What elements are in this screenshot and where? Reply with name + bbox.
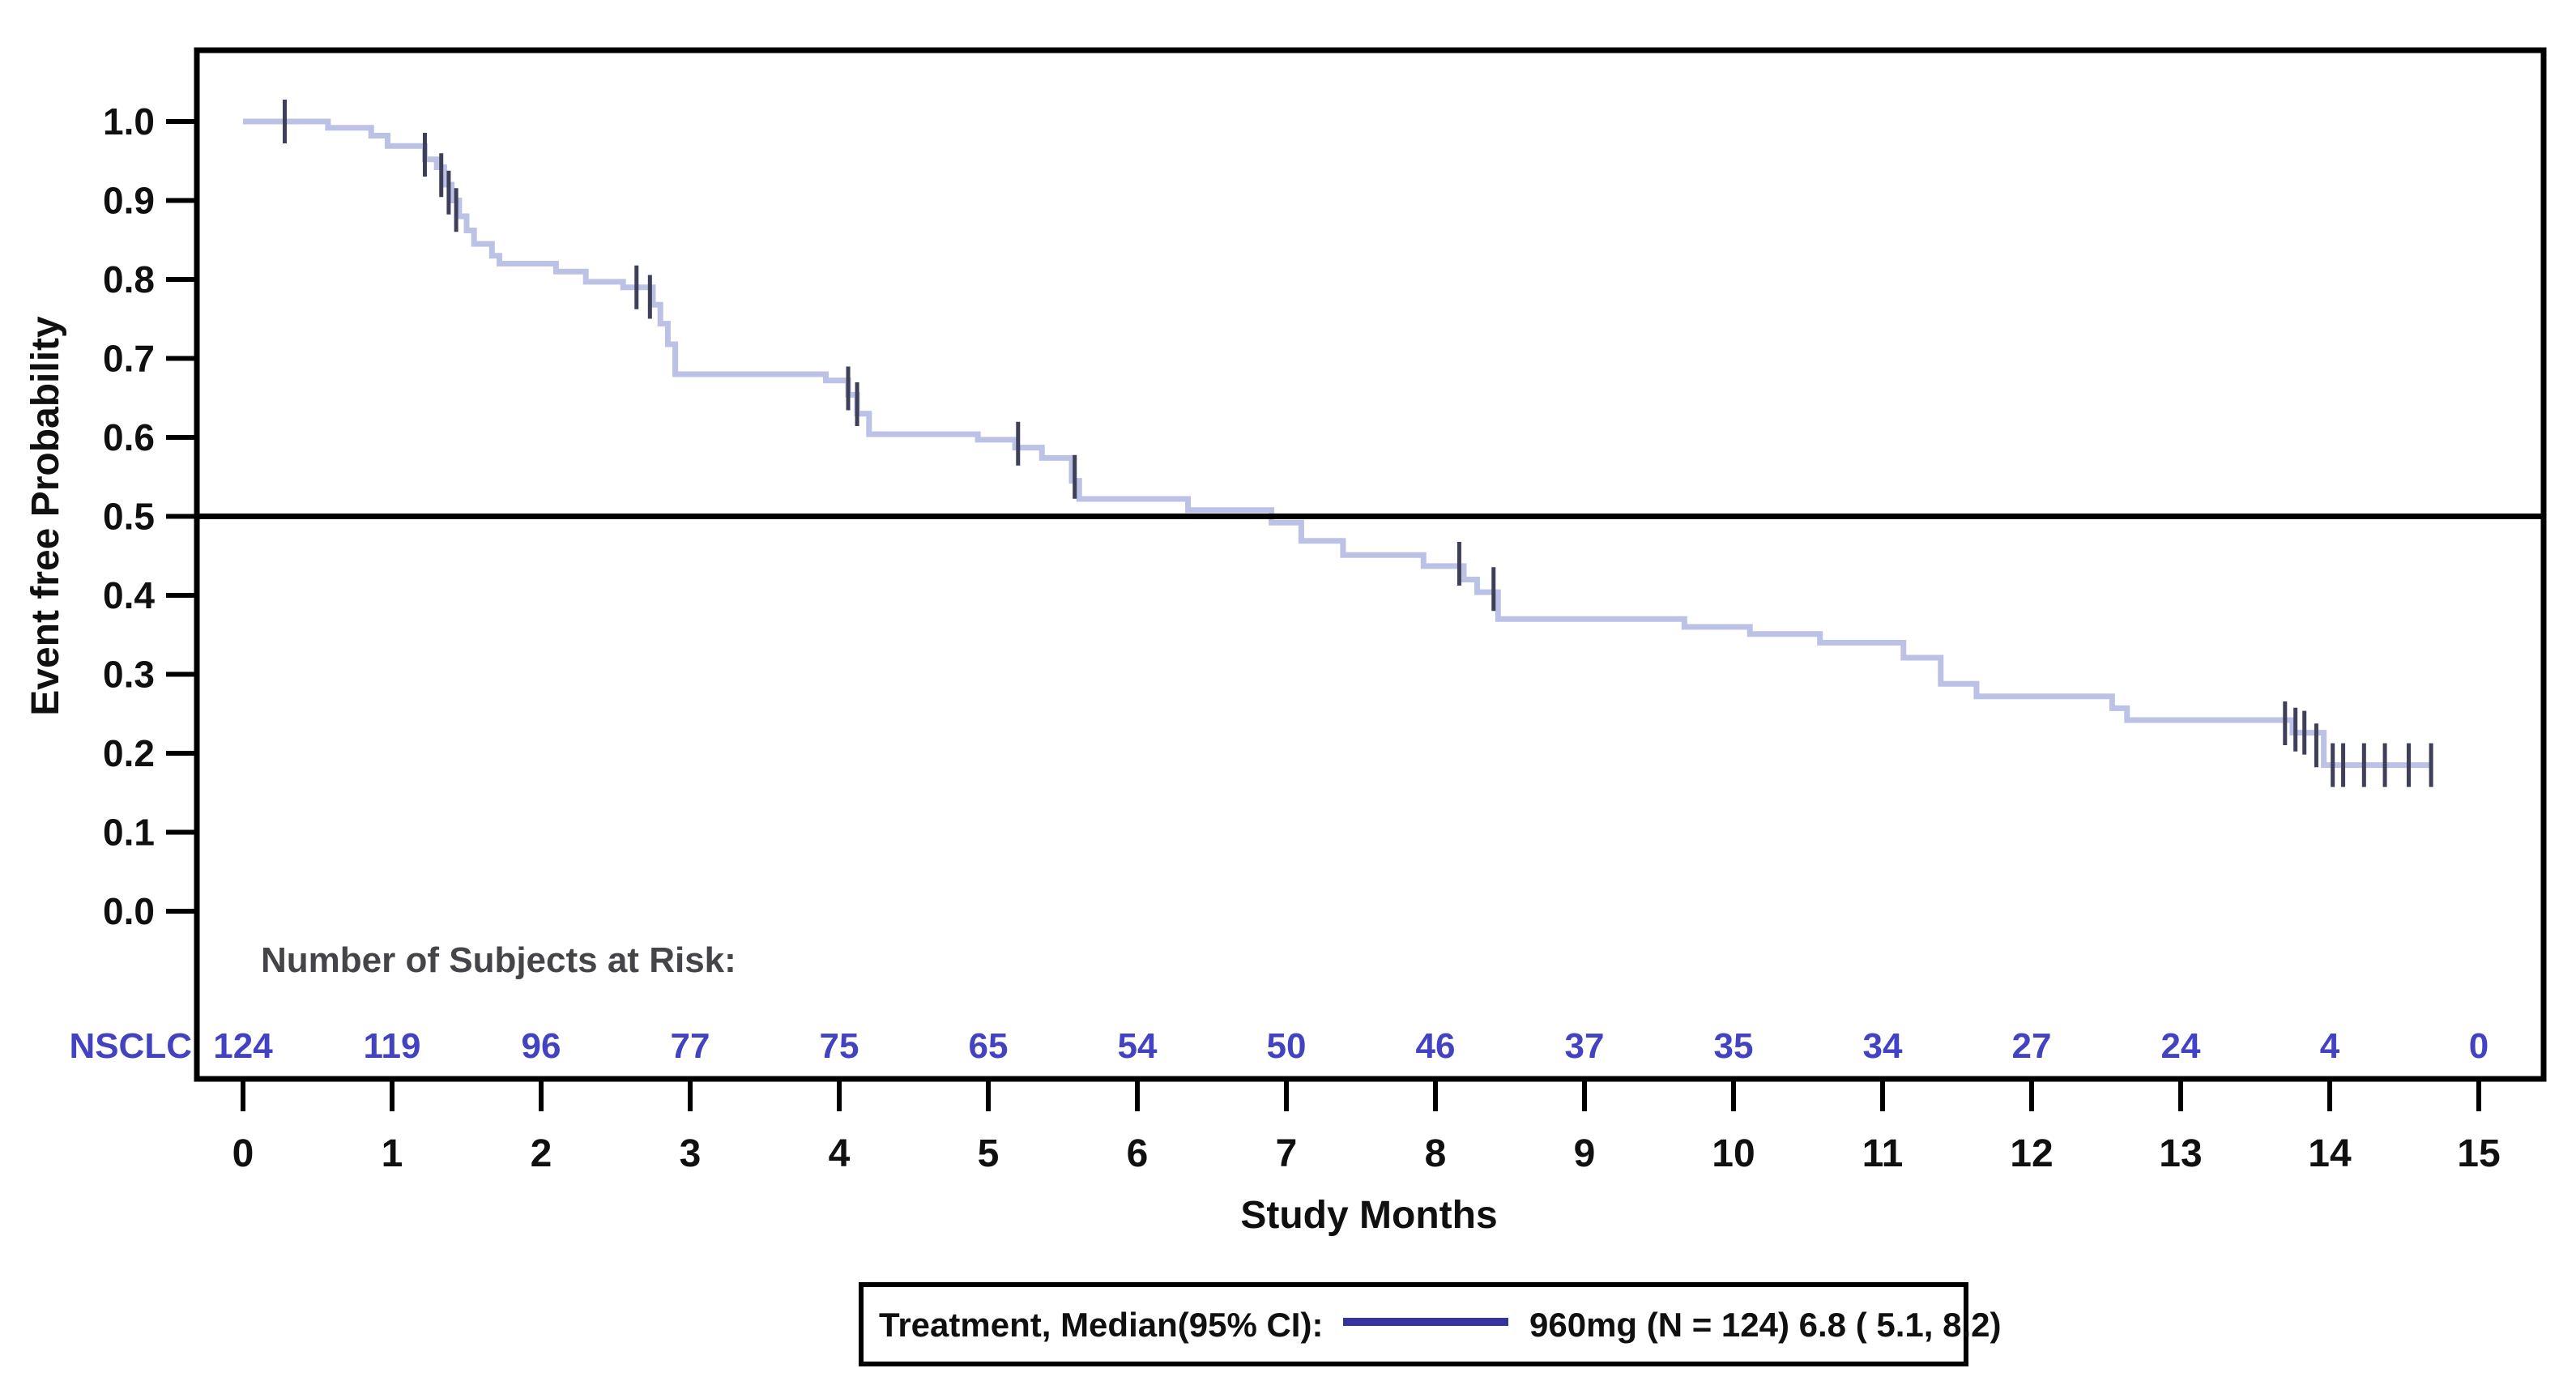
y-axis-tick-label: 1.0 — [103, 100, 155, 143]
y-axis-tick-label: 0.7 — [103, 338, 155, 380]
at-risk-group-label: NSCLC — [69, 1026, 192, 1066]
y-axis-tick-label: 0.2 — [103, 732, 155, 774]
y-axis-tick-label: 0.8 — [103, 258, 155, 300]
at-risk-value: 4 — [2320, 1026, 2340, 1066]
y-axis-tick-label: 0.0 — [103, 890, 155, 932]
x-axis-tick-label: 13 — [2159, 1132, 2202, 1175]
at-risk-value: 24 — [2161, 1026, 2201, 1066]
y-axis-tick-label: 0.6 — [103, 416, 155, 458]
legend: Treatment, Median(95% CI): 960mg (N = 12… — [859, 1282, 2001, 1366]
plot-frame — [194, 47, 2547, 1082]
at-risk-value: 0 — [2469, 1026, 2489, 1066]
at-risk-value: 119 — [364, 1026, 421, 1066]
y-axis-tick-label: 0.1 — [103, 812, 155, 854]
at-risk-value: 34 — [1863, 1026, 1903, 1066]
legend-entry: 960mg (N = 124) 6.8 ( 5.1, 8.2) — [1529, 1306, 2001, 1344]
censor-marks-group — [283, 100, 2433, 787]
y-axis-title: Event free Probability — [24, 316, 67, 716]
y-axis-tick-label: 0.4 — [103, 574, 155, 616]
at-risk-value: 35 — [1714, 1026, 1754, 1066]
at-risk-value: 46 — [1416, 1026, 1456, 1066]
x-axis-tick-label: 6 — [1127, 1132, 1149, 1175]
at-risk-value: 37 — [1565, 1026, 1605, 1066]
x-axis-tick-label: 9 — [1574, 1132, 1596, 1175]
at-risk-value: 65 — [969, 1026, 1009, 1066]
at-risk-note: Number of Subjects at Risk: — [261, 940, 736, 980]
km-curve-group — [243, 118, 2433, 769]
x-axis-ticks: 0 1 2 3 4 5 6 7 8 9 10 11 12 13 14 15 — [232, 1079, 2501, 1175]
x-axis-tick-label: 14 — [2308, 1132, 2352, 1175]
x-axis-tick-label: 3 — [680, 1132, 702, 1175]
y-axis-tick-label: 0.5 — [103, 496, 155, 538]
at-risk-value: 124 — [213, 1026, 273, 1066]
x-axis-tick-label: 4 — [829, 1132, 851, 1175]
legend-label: Treatment, Median(95% CI): — [879, 1306, 1323, 1344]
km-curve — [243, 118, 2433, 769]
at-risk-value: 96 — [522, 1026, 561, 1066]
y-axis-tick-label: 0.9 — [103, 180, 155, 222]
x-axis-tick-label: 1 — [382, 1132, 403, 1175]
at-risk-value: 50 — [1267, 1026, 1307, 1066]
y-axis-ticks: 1.0 0.9 0.8 0.7 0.6 0.5 0.4 0.3 0.2 0.1 0.0 — [103, 100, 197, 932]
x-axis-tick-label: 7 — [1276, 1132, 1298, 1175]
y-axis-tick-label: 0.3 — [103, 654, 155, 696]
x-axis-tick-label: 5 — [978, 1132, 1000, 1175]
x-axis-tick-label: 0 — [232, 1132, 254, 1175]
x-axis-tick-label: 2 — [531, 1132, 552, 1175]
x-axis-tick-label: 8 — [1425, 1132, 1447, 1175]
at-risk-values-group: 124 119 96 77 75 65 54 50 46 37 35 34 27 24 4 0 — [213, 1026, 2489, 1066]
at-risk-value: 27 — [2012, 1026, 2052, 1066]
x-axis-tick-label: 15 — [2457, 1132, 2500, 1175]
at-risk-value: 75 — [820, 1026, 859, 1066]
at-risk-value: 77 — [671, 1026, 710, 1066]
x-axis-tick-label: 12 — [2010, 1132, 2053, 1175]
x-axis-tick-label: 11 — [1862, 1132, 1904, 1175]
at-risk-value: 54 — [1118, 1026, 1158, 1066]
x-axis-title: Study Months — [1240, 1194, 1497, 1237]
x-axis-tick-label: 10 — [1712, 1132, 1755, 1175]
